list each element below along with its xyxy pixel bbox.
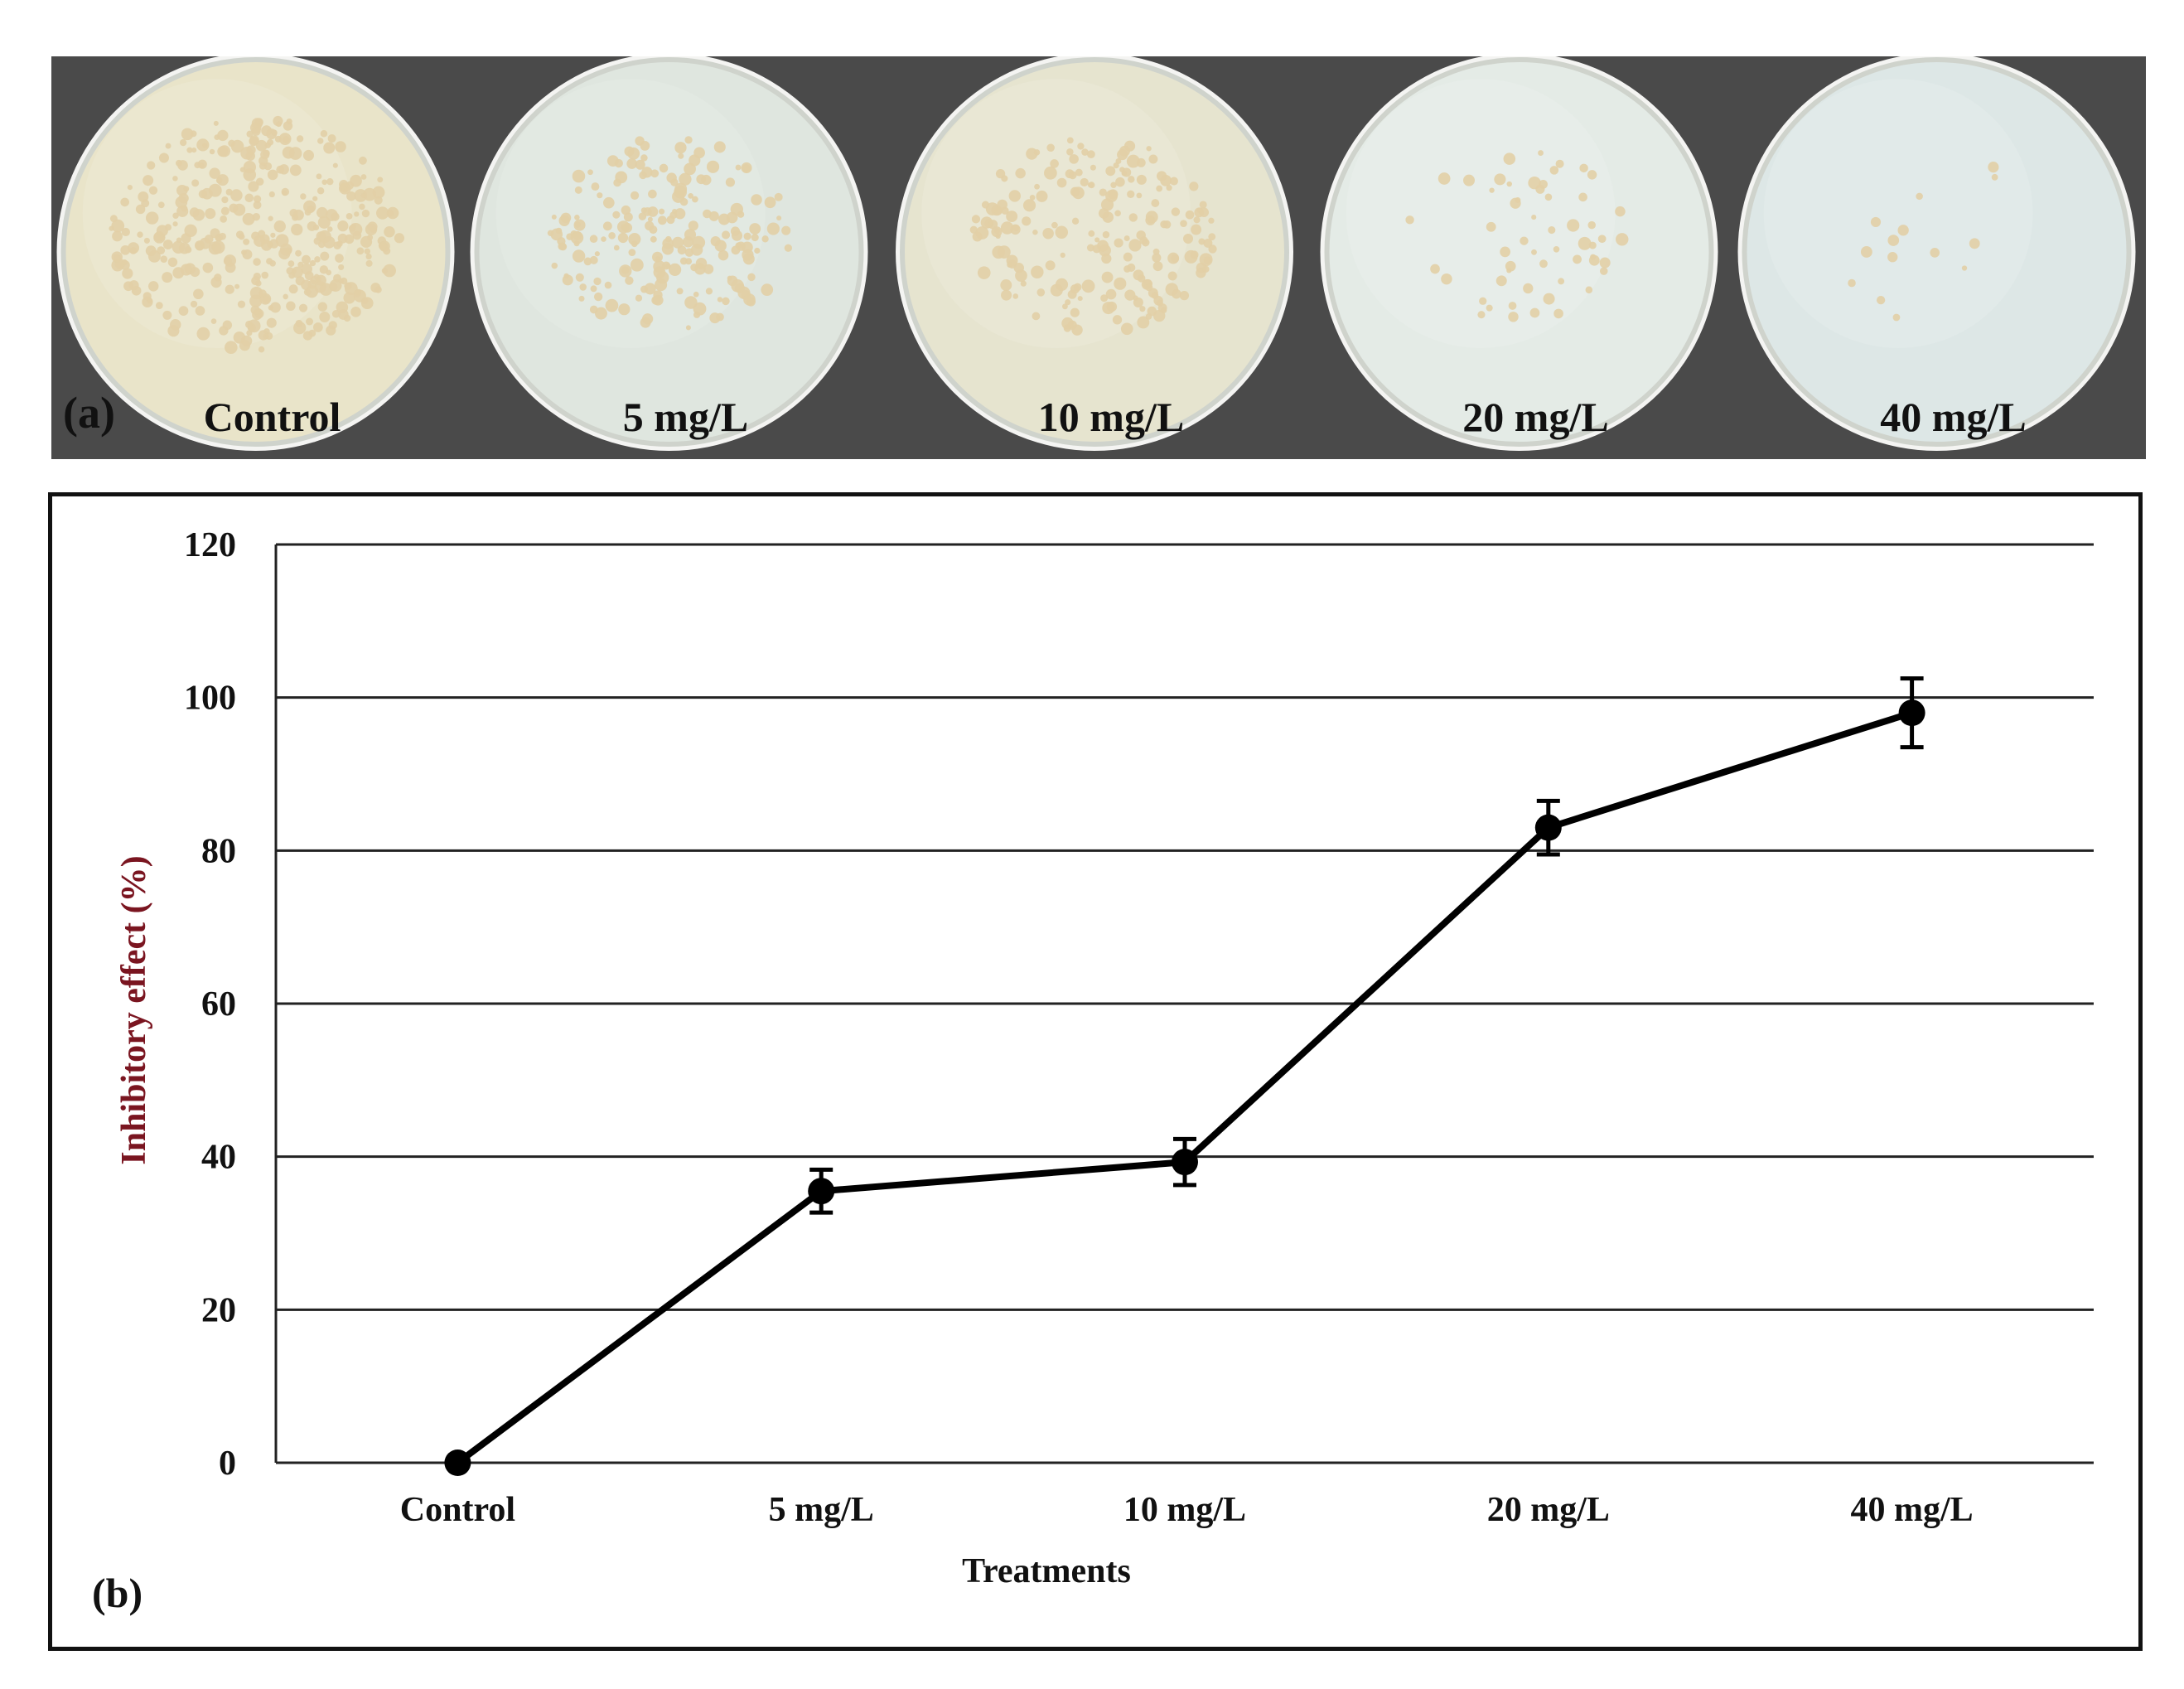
x-tick-label: 20 mg/L [1487,1491,1610,1529]
y-axis-title: Inhibitory effect (%) [115,855,153,1164]
x-tick-label: 5 mg/L [769,1491,874,1529]
data-point [1534,814,1562,841]
petri-plate: 40 mg/L [1727,56,2146,459]
data-point [808,1178,835,1205]
plate-label: 40 mg/L [1880,394,2026,440]
y-tick-label: 20 [201,1291,236,1329]
petri-plate: 5 mg/L [460,56,878,459]
data-point [1172,1149,1198,1176]
y-tick-label: 100 [184,680,236,718]
x-axis-title: Treatments [962,1552,1131,1590]
y-tick-label: 60 [201,985,236,1024]
data-point [1898,699,1925,727]
x-tick-label: 10 mg/L [1123,1491,1246,1529]
plate-label: Control [204,394,341,440]
plate-label: 20 mg/L [1462,394,1608,440]
y-tick-label: 80 [201,832,236,870]
petri-plate: Control [51,56,460,459]
inhibition-line-chart: 0 20 40 60 80 100 120 Control 5 mg/L 10 mg/L 20 mg… [92,526,2094,1616]
y-tick-label: 120 [184,526,236,564]
y-tick-label: 0 [219,1445,236,1483]
panel-b-label: (b) [92,1570,143,1616]
plate-photo-strip: Control 5 mg/L 10 mg/L 20 mg/L 40 mg/L (a) [51,56,2146,459]
x-tick-label: 40 mg/L [1851,1491,1974,1529]
y-tick-label: 40 [201,1139,236,1177]
plate-label: 10 mg/L [1038,394,1184,440]
petri-plate: 20 mg/L [1311,56,1727,459]
panel-a-label: (a) [63,388,115,438]
chart-frame: 0 20 40 60 80 100 120 Control 5 mg/L 10 mg/L 20 mg… [48,492,2143,1651]
data-point [444,1449,471,1476]
x-tick-label: Control [400,1491,515,1529]
petri-plate: 10 mg/L [878,56,1311,459]
series-line [456,709,1913,1466]
plate-label: 5 mg/L [623,394,748,440]
